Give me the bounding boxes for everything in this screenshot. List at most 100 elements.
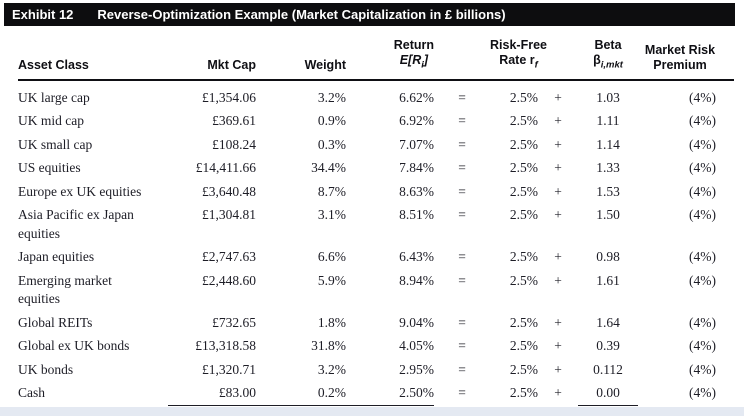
header-riskfree: Risk-Free Rate rf [490,32,547,81]
beta-cell: 1.50 [596,207,620,222]
header-mrp-line2: Premium [653,57,707,72]
ret-cell: 9.04% [399,314,434,330]
table-body: UK large cap £1,354.06 3.2% 6.62% = 2.5% +1.03… [18,80,734,406]
beta-cell: 0.39 [596,338,620,353]
exhibit-title: Reverse-Optimization Example (Market Cap… [97,7,506,22]
table-row: Emerging market equities £2,448.60 5.9% 8.94… [18,269,734,311]
mkt-cap-cell: £3,640.48 [202,183,256,199]
mkt-cap-cell: £83.00 [168,381,256,406]
plus-cell: + [554,113,562,128]
mrp-cell: (4%) [689,249,716,264]
ret-cell: 2.95% [399,361,434,377]
asset-class-cell: Japan equities [18,245,168,269]
header-riskfree-line1: Risk-Free [490,38,547,52]
plus-cell: + [554,249,562,264]
mrp-cell: (4%) [689,136,716,152]
rf-cell: 2.5% [509,272,538,288]
eq-cell: = [458,361,466,377]
ret-cell: 6.62% [399,89,434,105]
weight-cell: 0.9% [317,113,346,128]
plus-cell: + [554,207,562,222]
plus-cell: + [554,160,562,175]
header-mkt-cap-label: Mkt Cap [207,57,256,72]
header-asset-class: Asset Class [18,32,168,81]
eq-cell: = [458,385,466,400]
header-return-block: Return E[Ri] [394,38,434,73]
header-beta-line1: Beta [594,38,622,52]
ret-cell: 7.84% [399,160,434,175]
table-row: Europe ex UK equities £3,640.48 8.7% 8.63% =… [18,180,734,204]
eq-cell: = [458,183,466,199]
weight-cell: 0.3% [317,136,346,152]
asset-class-line: Emerging market [18,272,112,288]
mrp-cell: (4%) [689,385,716,400]
asset-class-line: Global REITs [18,314,93,330]
asset-class-cell: UK bonds [18,358,168,382]
mkt-cap-cell: £108.24 [212,136,256,152]
exhibit-label: Exhibit 12 [12,7,74,22]
header-row: Asset Class Mkt Cap Weight Return E[Ri] [18,32,734,81]
rf-cell: 2.5% [509,207,538,222]
plus-cell: + [554,89,562,105]
plus-cell: + [554,314,562,330]
mkt-cap-cell: £732.65 [212,314,256,330]
reverse-optimization-table: Asset Class Mkt Cap Weight Return E[Ri] [18,32,734,416]
weight-cell: 0.2% [256,381,346,406]
table-row: Cash £83.00 0.2% 2.50% = 2.5% +0.00 (4%) [18,381,734,406]
plus-cell: + [554,361,562,377]
weight-cell: 31.8% [311,338,346,353]
header-beta: Beta βi,mkt [578,32,638,81]
mrp-cell: (4%) [689,272,716,288]
mrp-cell: (4%) [689,113,716,128]
plus-cell: + [554,272,562,288]
header-plus-spacer [538,32,578,81]
beta-cell: 1.33 [596,160,620,175]
asset-class-cell: UK mid cap [18,109,168,133]
asset-class-line: equities [18,225,60,241]
ret-cell: 7.07% [399,136,434,152]
weight-cell: 3.2% [317,89,346,105]
asset-class-cell: Asia Pacific ex Japan equities [18,203,168,245]
header-riskfree-line2: Rate rf [499,53,538,71]
asset-class-line: UK mid cap [18,113,84,128]
asset-class-line: UK large cap [18,89,90,105]
table-row: Japan equities £2,747.63 6.6% 6.43% = 2.5% +0.… [18,245,734,269]
table-row: Asia Pacific ex Japan equities £1,304.81 3.… [18,203,734,245]
asset-class-line: Europe ex UK equities [18,183,142,199]
weight-cell: 6.6% [317,249,346,264]
mrp-cell: (4%) [689,160,716,175]
exhibit-titlebar: Exhibit 12 Reverse-Optimization Example … [4,3,735,26]
header-equals-spacer [434,32,490,81]
mkt-cap-cell: £1,354.06 [202,89,256,105]
eq-cell: = [458,136,466,152]
asset-class-line: UK bonds [18,361,74,377]
mrp-cell: (4%) [689,314,716,330]
asset-class-cell: UK small cap [18,133,168,157]
beta-cell: 0.00 [578,381,638,406]
plus-cell: + [554,338,562,353]
beta-cell: 1.61 [596,272,620,288]
mkt-cap-cell: £1,320.71 [202,361,256,377]
weight-cell: 8.7% [317,183,346,199]
page-bottom-strip [0,407,744,416]
rf-cell: 2.5% [509,385,538,400]
header-mrp-line1: Market Risk [644,42,716,57]
beta-cell: 1.14 [596,136,620,152]
mkt-cap-cell: £1,304.81 [202,207,256,222]
mkt-cap-cell: £2,747.63 [202,249,256,264]
plus-cell: + [554,385,562,400]
mrp-cell: (4%) [689,207,716,222]
rf-cell: 2.5% [509,183,538,199]
rf-cell: 2.5% [509,361,538,377]
weight-cell: 5.9% [317,272,346,288]
mrp-cell: (4%) [689,183,716,199]
eq-cell: = [458,314,466,330]
weight-cell: 3.1% [317,207,346,222]
table-row: UK large cap £1,354.06 3.2% 6.62% = 2.5% +1.03… [18,80,734,110]
table-row: UK small cap £108.24 0.3% 7.07% = 2.5% +1.14 (4… [18,133,734,157]
plus-cell: + [554,183,562,199]
beta-cell: 1.53 [596,183,620,199]
asset-class-cell: UK large cap [18,80,168,110]
asset-class-line: Global ex UK bonds [18,338,130,353]
